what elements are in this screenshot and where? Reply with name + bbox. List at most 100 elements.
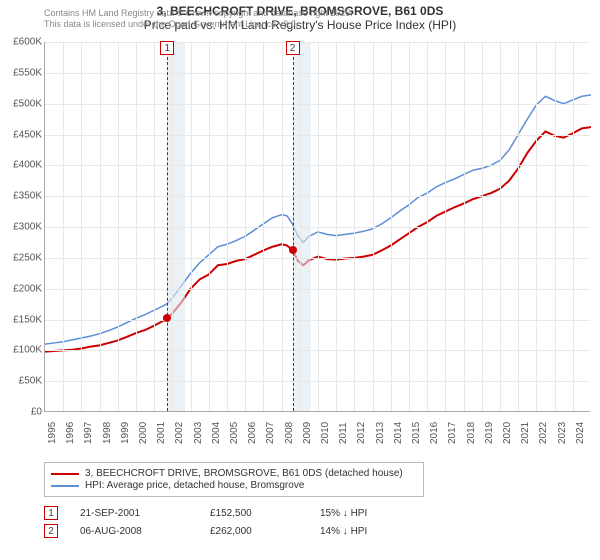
y-tick-label: £200K	[2, 283, 42, 294]
x-tick-label: 2004	[211, 422, 222, 444]
gridline-v	[464, 42, 465, 411]
x-tick-label: 1996	[65, 422, 76, 444]
gridline-v	[63, 42, 64, 411]
gridline-v	[282, 42, 283, 411]
gridline-v	[318, 42, 319, 411]
x-tick-label: 2012	[356, 422, 367, 444]
series-marker-property	[163, 314, 171, 322]
event-box-1: 1	[44, 506, 58, 520]
gridline-v	[555, 42, 556, 411]
event-hpi-2: 14% ↓ HPI	[320, 526, 367, 537]
gridline-v	[500, 42, 501, 411]
x-tick-label: 2020	[502, 422, 513, 444]
y-tick-label: £0	[2, 407, 42, 418]
x-tick-label: 2021	[520, 422, 531, 444]
chart-container: 3, BEECHCROFT DRIVE, BROMSGROVE, B61 0DS…	[0, 0, 600, 32]
x-tick-label: 2003	[193, 422, 204, 444]
gridline-v	[172, 42, 173, 411]
x-tick-label: 2023	[557, 422, 568, 444]
event-box-2: 2	[44, 524, 58, 538]
event-vline	[293, 42, 294, 411]
gridline-v	[518, 42, 519, 411]
gridline-v	[263, 42, 264, 411]
x-tick-label: 2018	[466, 422, 477, 444]
gridline-v	[536, 42, 537, 411]
gridline-v	[245, 42, 246, 411]
legend-row-hpi: HPI: Average price, detached house, Brom…	[51, 480, 417, 491]
event-price-2: £262,000	[210, 526, 320, 537]
x-tick-label: 2024	[575, 422, 586, 444]
gridline-v	[336, 42, 337, 411]
gridline-v	[482, 42, 483, 411]
x-tick-label: 2015	[411, 422, 422, 444]
y-tick-label: £600K	[2, 37, 42, 48]
event-hpi-1: 15% ↓ HPI	[320, 508, 367, 519]
y-tick-label: £150K	[2, 314, 42, 325]
attribution-line1: Contains HM Land Registry data © Crown c…	[44, 8, 353, 18]
gridline-v	[445, 42, 446, 411]
x-tick-label: 2022	[538, 422, 549, 444]
y-tick-label: £100K	[2, 345, 42, 356]
gridline-v	[118, 42, 119, 411]
attribution-line2: This data is licensed under the Open Gov…	[44, 19, 298, 29]
y-tick-label: £550K	[2, 67, 42, 78]
x-tick-label: 1997	[83, 422, 94, 444]
x-tick-label: 2007	[265, 422, 276, 444]
gridline-v	[300, 42, 301, 411]
attribution: Contains HM Land Registry data © Crown c…	[44, 8, 592, 30]
x-tick-label: 1998	[102, 422, 113, 444]
y-tick-label: £450K	[2, 129, 42, 140]
legend: 3, BEECHCROFT DRIVE, BROMSGROVE, B61 0DS…	[44, 462, 424, 497]
y-tick-label: £300K	[2, 222, 42, 233]
event-marker-box: 2	[286, 41, 300, 55]
gridline-v	[209, 42, 210, 411]
gridline-v	[191, 42, 192, 411]
legend-row-property: 3, BEECHCROFT DRIVE, BROMSGROVE, B61 0DS…	[51, 468, 417, 479]
x-tick-label: 1999	[120, 422, 131, 444]
gridline-v	[154, 42, 155, 411]
gridline-v	[136, 42, 137, 411]
gridline-v	[391, 42, 392, 411]
gridline-v	[573, 42, 574, 411]
y-tick-label: £500K	[2, 98, 42, 109]
x-tick-label: 2010	[320, 422, 331, 444]
gridline-v	[81, 42, 82, 411]
x-tick-label: 2013	[375, 422, 386, 444]
gridline-v	[373, 42, 374, 411]
y-tick-label: £250K	[2, 252, 42, 263]
legend-label-property: 3, BEECHCROFT DRIVE, BROMSGROVE, B61 0DS…	[85, 468, 403, 479]
event-vline	[167, 42, 168, 411]
gridline-v	[427, 42, 428, 411]
event-marker-box: 1	[160, 41, 174, 55]
x-tick-label: 2001	[156, 422, 167, 444]
gridline-v	[409, 42, 410, 411]
x-tick-label: 2017	[447, 422, 458, 444]
event-date-1: 21-SEP-2001	[80, 508, 210, 519]
x-tick-label: 2014	[393, 422, 404, 444]
x-tick-label: 1995	[47, 422, 58, 444]
event-price-1: £152,500	[210, 508, 320, 519]
legend-label-hpi: HPI: Average price, detached house, Brom…	[85, 480, 304, 491]
legend-swatch-property	[51, 473, 79, 475]
y-tick-label: £400K	[2, 160, 42, 171]
x-tick-label: 2009	[302, 422, 313, 444]
x-tick-label: 2016	[429, 422, 440, 444]
y-tick-label: £50K	[2, 376, 42, 387]
x-tick-label: 2019	[484, 422, 495, 444]
event-row-1: 1 21-SEP-2001 £152,500 15% ↓ HPI	[44, 506, 590, 520]
x-tick-label: 2006	[247, 422, 258, 444]
gridline-v	[227, 42, 228, 411]
y-tick-label: £350K	[2, 191, 42, 202]
plot-area: 12	[44, 42, 590, 412]
gridline-v	[100, 42, 101, 411]
x-tick-label: 2011	[338, 422, 349, 444]
event-row-2: 2 06-AUG-2008 £262,000 14% ↓ HPI	[44, 524, 590, 538]
legend-swatch-hpi	[51, 485, 79, 487]
x-tick-label: 2005	[229, 422, 240, 444]
gridline-v	[354, 42, 355, 411]
events-table: 1 21-SEP-2001 £152,500 15% ↓ HPI 2 06-AU…	[44, 506, 590, 542]
series-marker-property	[289, 246, 297, 254]
x-tick-label: 2008	[284, 422, 295, 444]
x-tick-label: 2002	[174, 422, 185, 444]
event-date-2: 06-AUG-2008	[80, 526, 210, 537]
